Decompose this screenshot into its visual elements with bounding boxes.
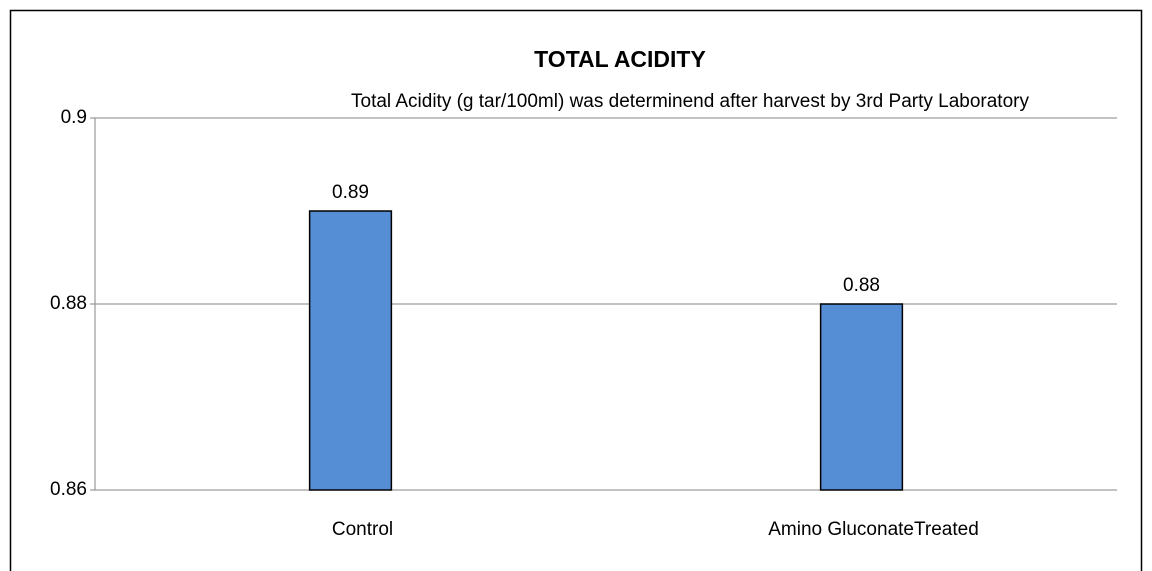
bar	[308, 210, 393, 491]
y-tick-label: 0.9	[61, 107, 87, 128]
chart-title: TOTAL ACIDITY	[534, 46, 706, 72]
data-label: 0.89	[332, 182, 369, 203]
chart-border	[9, 9, 1143, 571]
x-tick-label: Amino GluconateTreated	[768, 519, 979, 540]
data-label: 0.88	[843, 275, 880, 296]
chart-subtitle: Total Acidity (g tar/100ml) was determin…	[351, 91, 1029, 112]
bar	[819, 303, 904, 491]
x-tick-label: Control	[332, 519, 393, 540]
y-tick-label: 0.86	[50, 479, 87, 500]
y-tick-label: 0.88	[50, 293, 87, 314]
